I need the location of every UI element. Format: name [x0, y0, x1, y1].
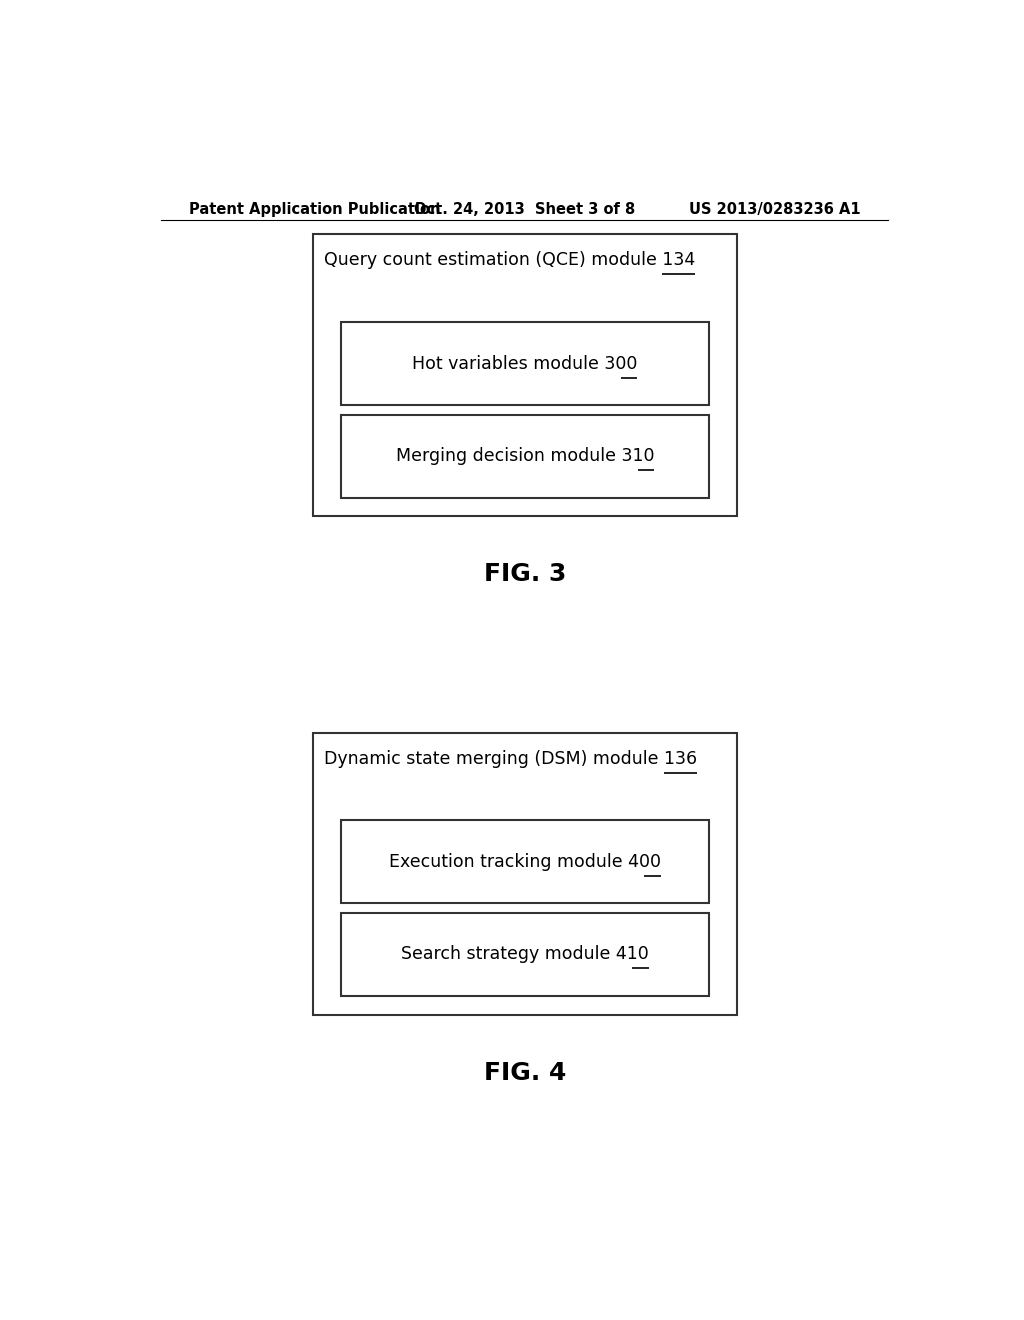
Text: Search strategy module 410: Search strategy module 410: [401, 945, 648, 964]
Bar: [313, 234, 736, 516]
Text: Oct. 24, 2013  Sheet 3 of 8: Oct. 24, 2013 Sheet 3 of 8: [414, 202, 636, 216]
Text: Merging decision module 310: Merging decision module 310: [395, 447, 654, 465]
Text: Dynamic state merging (DSM) module 136: Dynamic state merging (DSM) module 136: [324, 750, 697, 768]
Text: Patent Application Publication: Patent Application Publication: [189, 202, 440, 216]
Text: Hot variables module 300: Hot variables module 300: [412, 355, 638, 372]
Bar: [313, 733, 736, 1015]
Text: Query count estimation (QCE) module 134: Query count estimation (QCE) module 134: [324, 251, 695, 269]
Text: Execution tracking module 400: Execution tracking module 400: [389, 853, 660, 871]
Text: US 2013/0283236 A1: US 2013/0283236 A1: [689, 202, 860, 216]
Text: FIG. 3: FIG. 3: [483, 562, 566, 586]
Bar: [341, 322, 709, 405]
Bar: [341, 414, 709, 498]
Bar: [341, 912, 709, 995]
Bar: [341, 820, 709, 903]
Text: FIG. 4: FIG. 4: [483, 1061, 566, 1085]
